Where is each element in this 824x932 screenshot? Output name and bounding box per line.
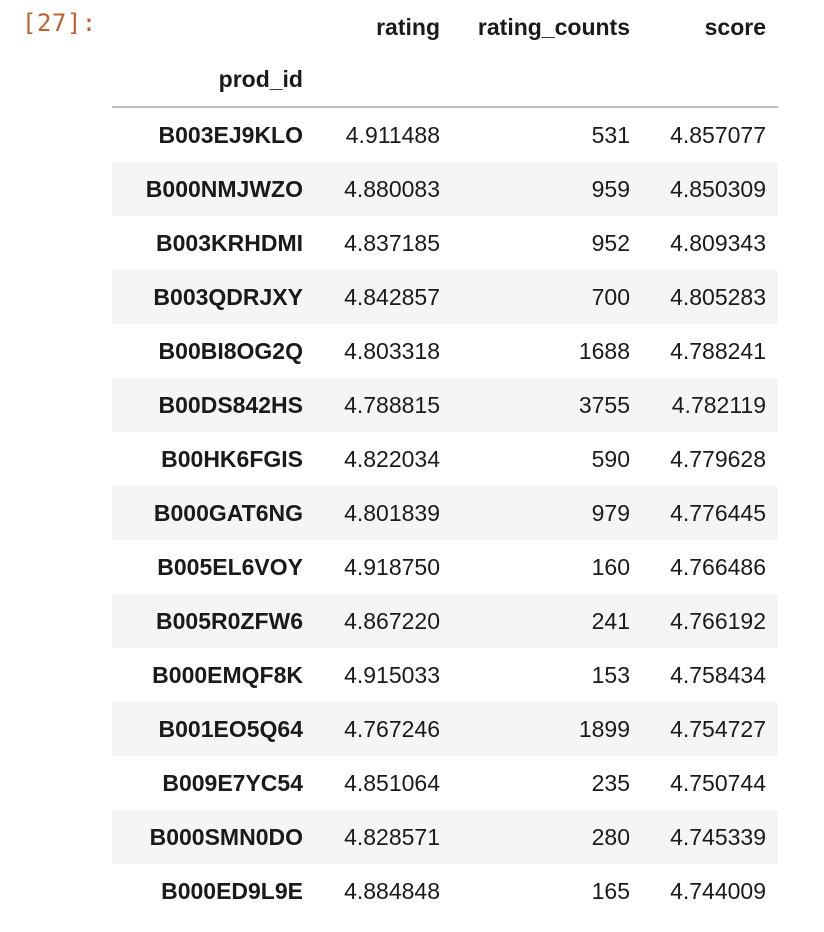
table-row: B000EMQF8K 4.915033 153 4.758434: [112, 648, 778, 702]
row-index-prod-id: B001EO5Q64: [158, 715, 303, 742]
table-row: B000GAT6NG 4.801839 979 4.776445: [112, 486, 778, 540]
cell-rating: 4.828571: [344, 823, 440, 850]
row-index-prod-id: B000ED9L9E: [161, 877, 303, 904]
cell-rating-counts: 280: [591, 823, 630, 850]
row-index-prod-id: B005R0ZFW6: [156, 607, 303, 634]
cell-rating: 4.801839: [344, 499, 440, 526]
cell-score: 4.850309: [670, 175, 766, 202]
table-row: B00DS842HS 4.788815 3755 4.782119: [112, 378, 778, 432]
index-row-blank-3: [642, 53, 778, 108]
cell-rating: 4.788815: [344, 391, 440, 418]
cell-rating: 4.842857: [344, 283, 440, 310]
index-row-blank-2: [452, 53, 642, 108]
table-row: B005EL6VOY 4.918750 160 4.766486: [112, 540, 778, 594]
table-row: B00BI8OG2Q 4.803318 1688 4.788241: [112, 324, 778, 378]
cell-score: 4.754727: [670, 715, 766, 742]
cell-rating: 4.822034: [344, 445, 440, 472]
cell-rating-counts: 241: [591, 607, 630, 634]
column-header-score: score: [704, 14, 766, 40]
cell-rating-counts: 959: [591, 175, 630, 202]
row-index-prod-id: B000EMQF8K: [152, 661, 303, 688]
row-index-prod-id: B000NMJWZO: [145, 175, 303, 202]
execution-count-prompt: [27]:: [22, 9, 97, 37]
cell-rating: 4.803318: [344, 337, 440, 364]
cell-rating-counts: 1688: [578, 337, 630, 364]
cell-rating: 4.884848: [344, 877, 440, 904]
column-header-rating: rating: [376, 14, 440, 40]
cell-rating: 4.880083: [344, 175, 440, 202]
cell-rating-counts: 590: [591, 445, 630, 472]
table-row: B003KRHDMI 4.837185 952 4.809343: [112, 216, 778, 270]
cell-rating: 4.867220: [344, 607, 440, 634]
cell-score: 4.782119: [671, 391, 766, 418]
cell-score: 4.745339: [670, 823, 766, 850]
cell-rating-counts: 235: [591, 769, 630, 796]
cell-rating: 4.837185: [344, 229, 440, 256]
cell-rating-counts: 979: [591, 499, 630, 526]
row-index-prod-id: B00DS842HS: [158, 391, 303, 418]
cell-rating-counts: 531: [591, 121, 630, 148]
table-row: B00HK6FGIS 4.822034 590 4.779628: [112, 432, 778, 486]
table-row: B005R0ZFW6 4.867220 241 4.766192: [112, 594, 778, 648]
cell-rating-counts: 160: [591, 553, 630, 580]
table-row: B003QDRJXY 4.842857 700 4.805283: [112, 270, 778, 324]
cell-rating-counts: 952: [591, 229, 630, 256]
cell-score: 4.758434: [670, 661, 766, 688]
cell-rating-counts: 700: [591, 283, 630, 310]
row-index-prod-id: B009E7YC54: [162, 769, 303, 796]
index-name-row: prod_id: [112, 53, 778, 108]
cell-score: 4.766192: [670, 607, 766, 634]
header-blank-cell: [112, 0, 315, 53]
row-index-prod-id: B003KRHDMI: [156, 229, 303, 256]
cell-rating: 4.911488: [345, 121, 440, 148]
cell-score: 4.809343: [670, 229, 766, 256]
cell-rating: 4.851064: [344, 769, 440, 796]
cell-rating: 4.915033: [344, 661, 440, 688]
cell-score: 4.779628: [670, 445, 766, 472]
cell-rating-counts: 1899: [578, 715, 630, 742]
cell-rating-counts: 3755: [578, 391, 630, 418]
table-body: B003EJ9KLO 4.911488 531 4.857077 B000NMJWZO 4…: [112, 107, 778, 918]
row-index-prod-id: B003EJ9KLO: [158, 121, 303, 148]
table-row: B003EJ9KLO 4.911488 531 4.857077: [112, 107, 778, 162]
column-header-row: rating rating_counts score: [112, 0, 778, 53]
table-row: B000ED9L9E 4.884848 165 4.744009: [112, 864, 778, 918]
row-index-prod-id: B003QDRJXY: [153, 283, 303, 310]
column-header-rating-counts: rating_counts: [477, 14, 630, 40]
cell-score: 4.766486: [670, 553, 766, 580]
row-index-prod-id: B005EL6VOY: [157, 553, 303, 580]
cell-rating: 4.918750: [344, 553, 440, 580]
cell-score: 4.776445: [670, 499, 766, 526]
cell-score: 4.788241: [670, 337, 766, 364]
cell-score: 4.750744: [670, 769, 766, 796]
cell-score: 4.805283: [670, 283, 766, 310]
row-index-prod-id: B000GAT6NG: [153, 499, 303, 526]
table-row: B001EO5Q64 4.767246 1899 4.754727: [112, 702, 778, 756]
cell-score: 4.744009: [670, 877, 766, 904]
cell-rating: 4.767246: [344, 715, 440, 742]
cell-rating-counts: 153: [591, 661, 630, 688]
table-row: B009E7YC54 4.851064 235 4.750744: [112, 756, 778, 810]
cell-rating-counts: 165: [591, 877, 630, 904]
cell-score: 4.857077: [670, 121, 766, 148]
row-index-prod-id: B00BI8OG2Q: [158, 337, 303, 364]
dataframe-table: rating rating_counts score prod_id B003E…: [112, 0, 778, 918]
index-row-blank-1: [315, 53, 452, 108]
table-row: B000SMN0DO 4.828571 280 4.745339: [112, 810, 778, 864]
table-row: B000NMJWZO 4.880083 959 4.850309: [112, 162, 778, 216]
row-index-prod-id: B00HK6FGIS: [161, 445, 303, 472]
index-name-header: prod_id: [112, 53, 315, 108]
row-index-prod-id: B000SMN0DO: [149, 823, 303, 850]
